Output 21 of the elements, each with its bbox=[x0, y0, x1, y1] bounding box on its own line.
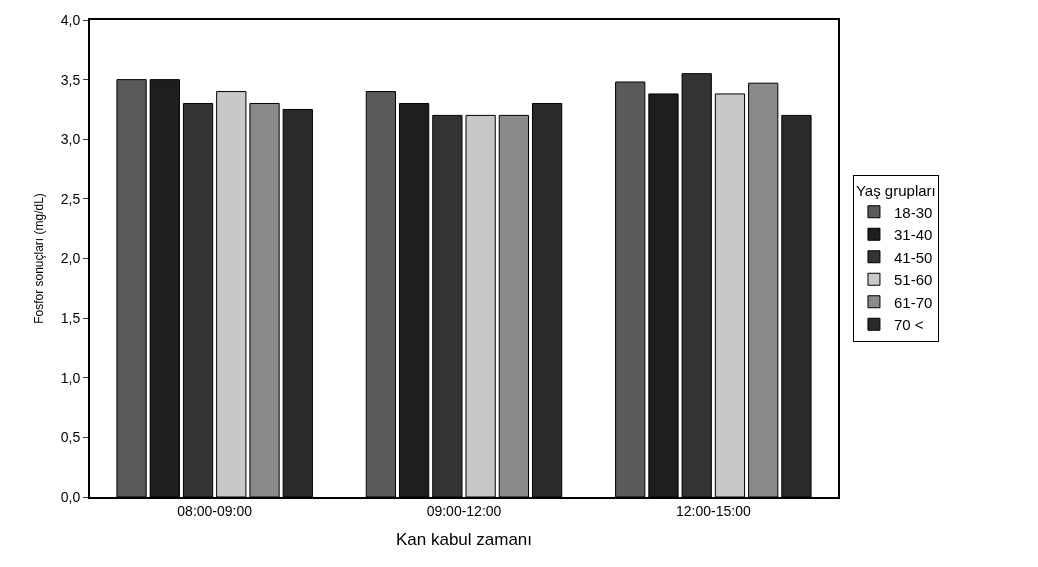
x-tick-label: 09:00-12:00 bbox=[426, 502, 502, 519]
x-tick-label: 08:00-09:00 bbox=[177, 502, 253, 519]
y-tick-label: 3,0 bbox=[60, 131, 81, 148]
legend-label: 70 < bbox=[893, 316, 924, 334]
y-tick-label: 4,0 bbox=[60, 11, 81, 28]
x-tick-label: 12:00-15:00 bbox=[675, 502, 751, 519]
y-tick-label: 2,0 bbox=[60, 250, 81, 267]
y-tick-label: 0,0 bbox=[60, 488, 81, 505]
x-axis-title: Kan kabul zamanı bbox=[395, 529, 533, 549]
legend-label: 51-60 bbox=[893, 271, 933, 289]
legend-label: 18-30 bbox=[893, 203, 933, 221]
legend-label: 31-40 bbox=[893, 226, 933, 244]
y-tick-label: 0,5 bbox=[60, 429, 81, 446]
y-tick-label: 2,5 bbox=[60, 190, 81, 207]
y-tick-label: 3,5 bbox=[60, 71, 81, 88]
legend-label: 41-50 bbox=[893, 248, 933, 266]
y-axis-title: Fosfor sonuçları (mg/dL) bbox=[31, 193, 46, 324]
legend-label: 61-70 bbox=[893, 293, 933, 311]
y-tick-label: 1,5 bbox=[60, 310, 81, 327]
y-tick-label: 1,0 bbox=[60, 369, 81, 386]
legend-title: Yaş grupları bbox=[855, 181, 936, 199]
